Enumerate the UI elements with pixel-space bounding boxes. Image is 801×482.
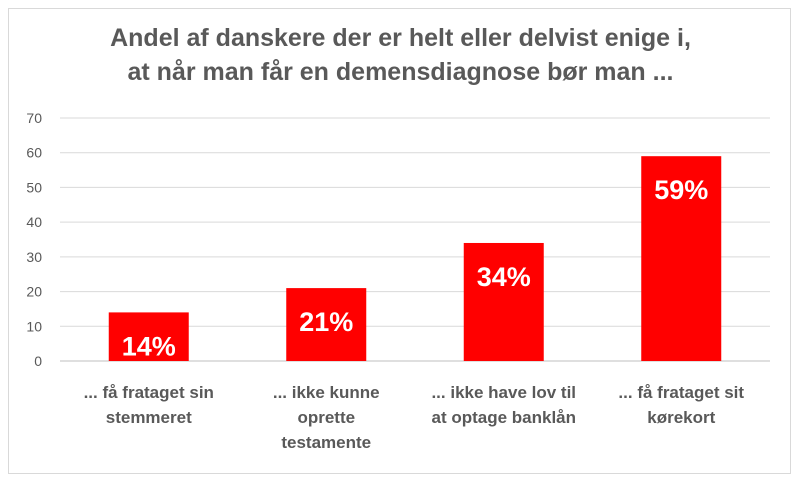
y-tick-label: 10	[26, 318, 42, 334]
bar	[108, 312, 189, 361]
y-tick-label: 30	[26, 249, 42, 265]
y-tick-label: 70	[26, 110, 42, 126]
y-tick-label: 50	[26, 179, 42, 195]
y-tick-label: 60	[26, 145, 42, 161]
x-tick-label-line: oprette	[297, 408, 355, 427]
y-tick-label: 20	[26, 284, 42, 300]
chart-title-line-1: Andel af danskere der er helt eller delv…	[110, 24, 691, 52]
data-label: 34%	[477, 262, 531, 292]
x-tick-label-line: ... ikke have lov til	[431, 383, 576, 402]
x-tick-label: ... ikke have lov til at optage banklån	[431, 383, 576, 427]
x-tick-label: ... få frataget sin stemmeret	[84, 383, 214, 427]
bar	[286, 288, 367, 361]
chart-title: Andel af danskere der er helt eller delv…	[0, 21, 801, 89]
data-labels: 14% 21% 34% 59%	[122, 175, 709, 361]
x-tick-label-line: stemmeret	[106, 408, 192, 427]
bar	[641, 156, 722, 361]
bar	[463, 242, 544, 361]
y-tick-label: 0	[34, 353, 42, 369]
x-tick-label-line: ... ikke kunne	[273, 383, 380, 402]
data-label: 21%	[299, 307, 353, 337]
data-label: 14%	[122, 331, 176, 361]
x-tick-label-line: at optage banklån	[431, 408, 576, 427]
x-tick-label-line: kørekort	[647, 408, 715, 427]
chart-title-line-2: at når man får en demensdiagnose bør man…	[127, 58, 674, 86]
data-label: 59%	[654, 175, 708, 205]
x-axis-labels: ... få frataget sin stemmeret ... ikke kun…	[84, 383, 745, 452]
x-tick-label-line: ... få frataget sit	[618, 383, 744, 402]
x-tick-label-line: testamente	[281, 433, 371, 452]
x-tick-label: ... ikke kunne oprette testamente	[273, 383, 380, 452]
y-tick-label: 40	[26, 214, 42, 230]
bars	[108, 156, 722, 361]
y-axis-ticks: 0 10 20 30 40 50 60 70	[26, 110, 42, 369]
x-tick-label-line: ... få frataget sin	[84, 383, 214, 402]
x-tick-label: ... få frataget sit kørekort	[618, 383, 744, 427]
